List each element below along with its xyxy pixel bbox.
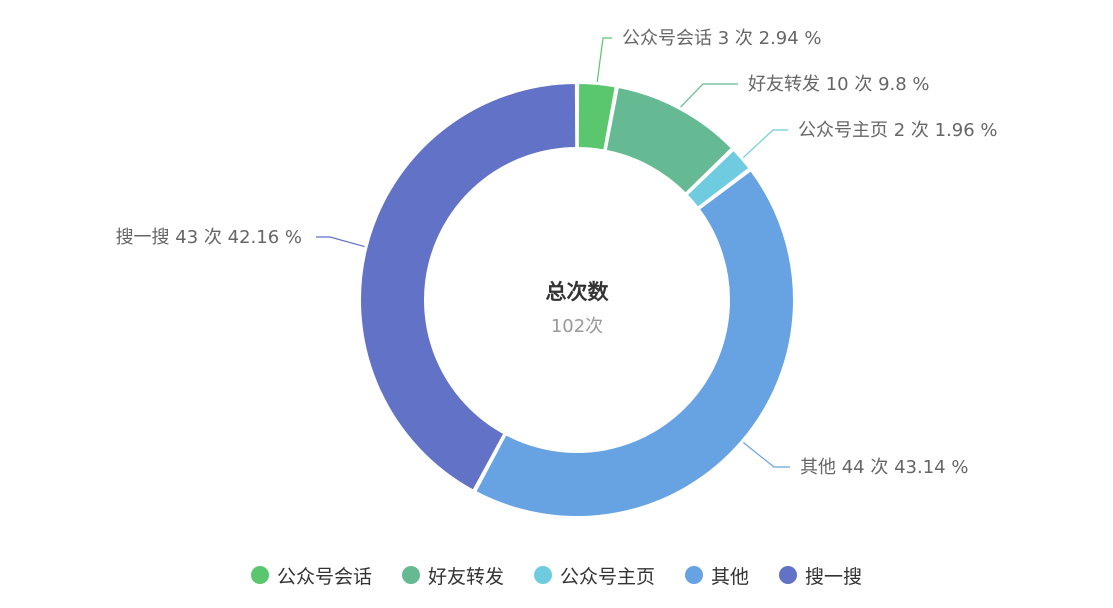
slice-0[interactable] xyxy=(576,81,617,152)
legend-item-gongzhonghao-zhuye[interactable]: 公众号主页 xyxy=(533,562,655,589)
legend-label: 公众号主页 xyxy=(559,565,655,588)
legend-swatch xyxy=(533,566,552,584)
legend-swatch xyxy=(401,566,420,584)
slice-2[interactable] xyxy=(685,148,751,210)
leader-line-3 xyxy=(742,442,790,468)
legend-label: 公众号会话 xyxy=(276,565,372,588)
legend-swatch xyxy=(685,566,703,584)
center-title: 总次数 xyxy=(546,280,610,304)
legend-item-souyisou[interactable]: 搜一搜 xyxy=(779,562,862,589)
slice-label-4: 搜一搜 43 次 42.16 % xyxy=(116,227,302,248)
legend-item-haoyou-zhuanfa[interactable]: 好友转发 xyxy=(401,562,504,589)
leader-line-2 xyxy=(742,129,788,158)
legend: 公众号会话 好友转发 公众号主页 其他 搜一搜 xyxy=(0,560,1113,590)
slice-label-0: 公众号会话 3 次 2.94 % xyxy=(622,28,822,49)
slice-1[interactable] xyxy=(604,85,734,196)
legend-item-gongzhonghao-huihua[interactable]: 公众号会话 xyxy=(250,562,372,589)
slice-label-2: 公众号主页 2 次 1.96 % xyxy=(798,120,998,141)
leader-line-1 xyxy=(680,83,738,108)
legend-swatch xyxy=(779,566,798,584)
legend-label: 其他 xyxy=(711,565,750,588)
legend-item-qita[interactable]: 其他 xyxy=(685,562,749,589)
legend-label: 好友转发 xyxy=(427,565,504,588)
leader-line-4 xyxy=(316,236,365,248)
labels-layer: 公众号会话 3 次 2.94 % 好友转发 10 次 9.8 % 公众号主页 2 次… xyxy=(116,28,998,478)
center-subtitle: 102次 xyxy=(551,316,603,337)
slice-label-1: 好友转发 10 次 9.8 % xyxy=(748,74,930,95)
leader-line-0 xyxy=(596,37,612,83)
legend-label: 搜一搜 xyxy=(805,565,863,588)
slices-layer xyxy=(359,81,795,518)
slice-3[interactable] xyxy=(473,168,795,518)
slice-label-3: 其他 44 次 43.14 % xyxy=(800,457,968,478)
legend-swatch xyxy=(250,566,269,584)
slice-4[interactable] xyxy=(359,81,578,492)
